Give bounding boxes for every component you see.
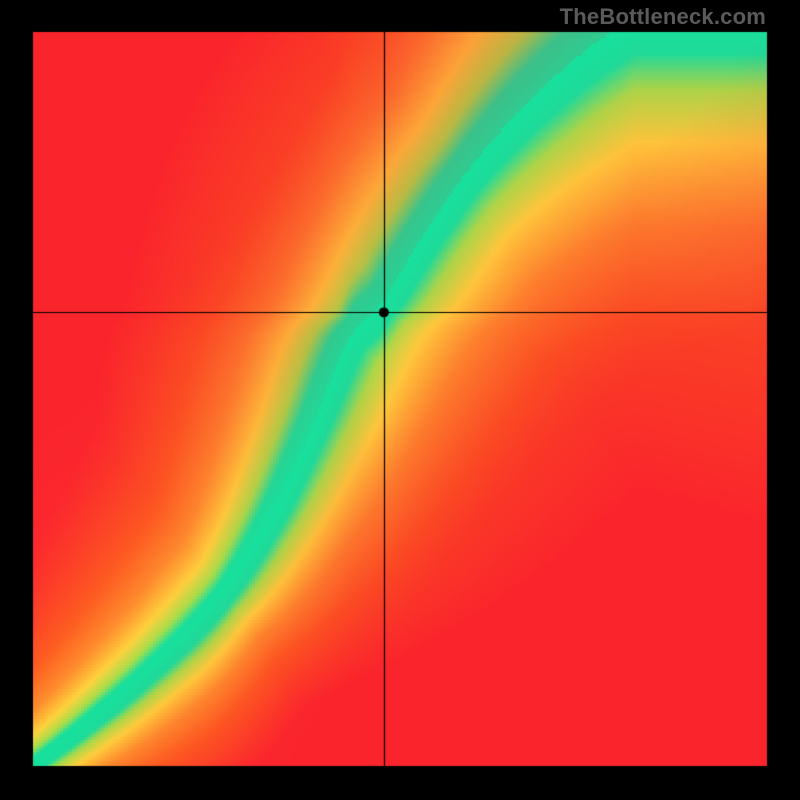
- chart-container: TheBottleneck.com: [0, 0, 800, 800]
- watermark-text: TheBottleneck.com: [560, 4, 766, 30]
- bottleneck-heatmap: [0, 0, 800, 800]
